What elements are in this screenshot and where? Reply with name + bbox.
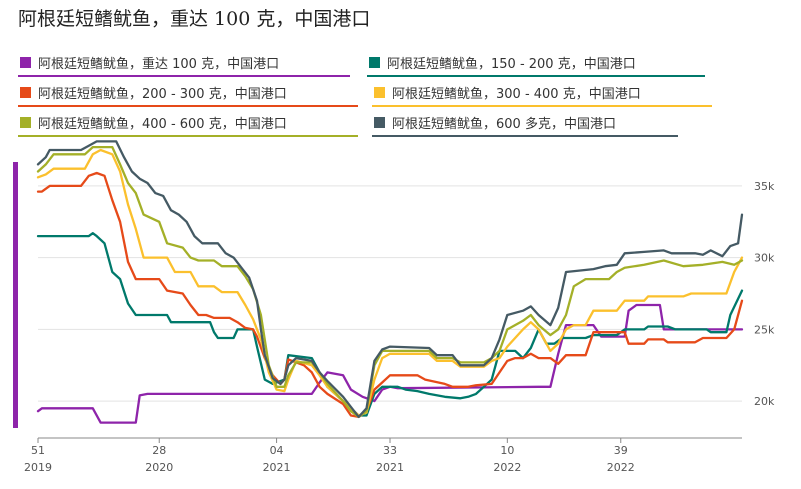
legend-item-400-600g[interactable]: 阿根廷短鳍鱿鱼，400 - 600 克，中国港口 <box>18 112 358 137</box>
chart-title: 阿根廷短鳍鱿鱼，重达 100 克，中国港口 <box>18 8 371 30</box>
legend-item-150-200g[interactable]: 阿根廷短鳍鱿鱼，150 - 200 克，中国港口 <box>367 52 705 77</box>
x-tick-year: 2021 <box>376 461 404 474</box>
x-tick-label: 51 <box>31 444 45 457</box>
legend-swatch-400-600g <box>20 117 31 128</box>
y-tick-label: 25k <box>754 323 775 336</box>
legend-item-300-400g[interactable]: 阿根廷短鳍鱿鱼，300 - 400 克，中国港口 <box>372 82 712 107</box>
legend-swatch-150-200g <box>369 57 380 68</box>
y-tick-label: 30k <box>754 252 775 265</box>
legend-label-600g-plus: 阿根廷短鳍鱿鱼，600 多克，中国港口 <box>392 117 616 132</box>
legend-underline-150-200g <box>367 75 705 77</box>
x-tick-year: 2019 <box>24 461 52 474</box>
y-tick-label: 35k <box>754 180 775 193</box>
legend-underline-600g-plus <box>372 135 678 137</box>
legend-label-100g: 阿根廷短鳍鱿鱼，重达 100 克，中国港口 <box>38 57 280 72</box>
legend-swatch-200-300g <box>20 87 31 98</box>
x-tick-year: 2022 <box>607 461 635 474</box>
legend-item-200-300g[interactable]: 阿根廷短鳍鱿鱼，200 - 300 克，中国港口 <box>18 82 358 107</box>
legend-underline-300-400g <box>372 105 712 107</box>
legend-item-100g[interactable]: 阿根廷短鳍鱿鱼，重达 100 克，中国港口 <box>18 52 350 77</box>
legend-underline-200-300g <box>18 105 358 107</box>
x-tick-label: 28 <box>152 444 166 457</box>
series-line-600g-plus <box>36 140 744 419</box>
legend-underline-100g <box>18 75 350 77</box>
x-tick-year: 2021 <box>263 461 291 474</box>
y-tick-label: 20k <box>754 395 775 408</box>
series-line-100g <box>36 303 744 424</box>
series-line-150-200g <box>36 232 744 417</box>
series-line-200-300g <box>36 171 744 419</box>
left-accent-bar <box>13 162 18 428</box>
x-tick-year: 2022 <box>493 461 521 474</box>
x-tick-label: 04 <box>270 444 284 457</box>
x-tick-label: 39 <box>614 444 628 457</box>
legend-label-200-300g: 阿根廷短鳍鱿鱼，200 - 300 克，中国港口 <box>38 87 287 102</box>
x-tick-label: 33 <box>383 444 397 457</box>
legend-label-400-600g: 阿根廷短鳍鱿鱼，400 - 600 克，中国港口 <box>38 117 287 132</box>
legend-item-600g-plus[interactable]: 阿根廷短鳍鱿鱼，600 多克，中国港口 <box>372 112 678 137</box>
legend-label-300-400g: 阿根廷短鳍鱿鱼，300 - 400 克，中国港口 <box>392 87 641 102</box>
legend-swatch-100g <box>20 57 31 68</box>
legend-underline-400-600g <box>18 135 358 137</box>
legend-label-150-200g: 阿根廷短鳍鱿鱼，150 - 200 克，中国港口 <box>387 57 636 72</box>
x-tick-year: 2020 <box>145 461 173 474</box>
legend-swatch-600g-plus <box>374 117 385 128</box>
x-tick-label: 10 <box>500 444 514 457</box>
legend-swatch-300-400g <box>374 87 385 98</box>
